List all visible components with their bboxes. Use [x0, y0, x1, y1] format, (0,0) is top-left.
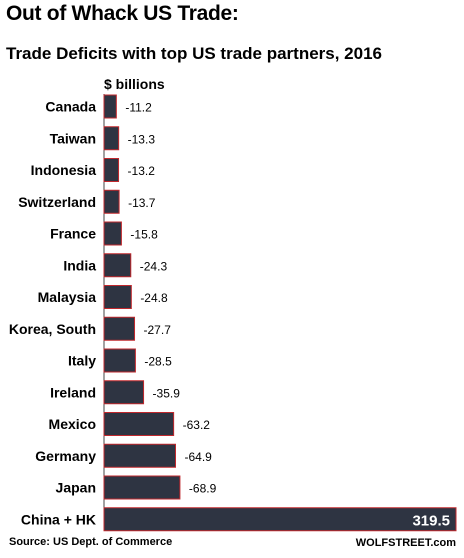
unit-label: $ billions	[104, 76, 165, 92]
category-label: France	[50, 226, 96, 242]
data-label: -63.2	[183, 418, 211, 432]
bar-switzerland	[103, 189, 120, 214]
category-label: Taiwan	[50, 130, 96, 146]
bar-germany	[103, 443, 177, 468]
category-label: Italy	[68, 353, 96, 369]
chart-subtitle: Trade Deficits with top US trade partner…	[6, 44, 383, 63]
source-note: Source: US Dept. of Commerce	[9, 536, 173, 548]
data-label: 319.5	[412, 512, 450, 529]
category-label: India	[63, 257, 96, 273]
data-label: -24.3	[140, 259, 168, 273]
category-label: Malaysia	[38, 289, 97, 305]
data-label: -68.9	[189, 482, 217, 496]
data-label: -13.2	[128, 164, 156, 178]
bar-indonesia	[103, 158, 120, 182]
category-label: Japan	[56, 480, 96, 496]
bar-malaysia	[103, 285, 132, 309]
data-label: -64.9	[185, 450, 213, 464]
bar-mexico	[103, 412, 175, 436]
category-label: Korea, South	[9, 321, 96, 337]
bar-canada	[103, 94, 117, 119]
site-credit: WOLFSTREET.com	[355, 537, 456, 549]
bar-india	[103, 253, 132, 278]
bar-france	[103, 221, 122, 246]
data-label: -27.7	[144, 323, 172, 337]
category-label: Germany	[35, 448, 96, 464]
category-label: Ireland	[50, 384, 96, 400]
bar-korea-south	[103, 316, 136, 341]
category-label: Canada	[45, 99, 96, 115]
data-label: -24.8	[140, 291, 168, 305]
data-label: -11.2	[125, 101, 152, 115]
data-label: -13.3	[128, 132, 156, 146]
category-label: Switzerland	[18, 194, 96, 210]
bar-taiwan	[103, 126, 120, 151]
category-label: Mexico	[49, 416, 96, 432]
chart-title: Out of Whack US Trade:	[6, 2, 239, 25]
category-label: China + HK	[21, 511, 96, 527]
category-label: Indonesia	[31, 162, 97, 178]
data-label: -35.9	[153, 386, 181, 400]
bar-italy	[103, 348, 136, 373]
bar-china-hk	[103, 507, 457, 532]
data-label: -13.7	[128, 196, 156, 210]
bar-japan	[103, 475, 181, 500]
data-label: -15.8	[130, 228, 158, 242]
data-label: -28.5	[144, 355, 172, 369]
bar-ireland	[103, 380, 145, 405]
